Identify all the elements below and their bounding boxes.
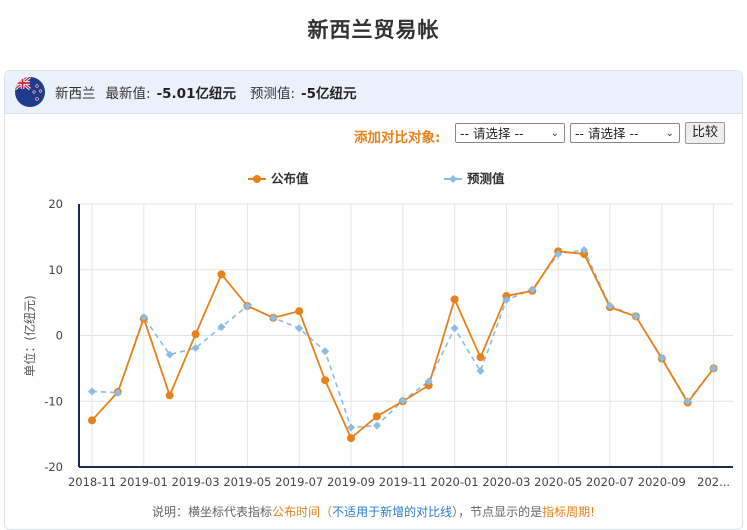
forecast-label: 预测值: — [249, 86, 296, 102]
actual-point — [450, 295, 459, 304]
compare-button[interactable]: 比较 — [685, 122, 725, 144]
footnote-period: 指标周期 — [542, 505, 591, 519]
x-tick-label: 2020-01 — [431, 475, 479, 489]
footnote-publish-time: 公布时间 — [272, 505, 321, 519]
forecast-point — [631, 312, 640, 321]
forecast-point — [450, 324, 459, 333]
forecast-point — [606, 301, 614, 310]
forecast-point — [217, 322, 226, 331]
actual-point — [372, 412, 381, 421]
actual-point — [165, 391, 174, 400]
compare-select-2-value: -- 请选择 -- — [575, 126, 639, 141]
forecast-point — [165, 350, 174, 359]
x-tick-label: 2019-11 — [379, 475, 427, 489]
forecast-point — [476, 367, 485, 376]
forecast-point — [709, 364, 718, 373]
country-name: 新西兰 — [55, 86, 96, 102]
footnote-not-applicable: 不适用于新增的对比线 — [332, 505, 453, 519]
forecast-point — [191, 343, 200, 352]
x-tick-label: 2020-03 — [482, 475, 530, 489]
card-header: 新西兰 最新值: -5.01亿纽元 预测值: -5亿纽元 — [5, 71, 742, 114]
chevron-down-icon: ⌄ — [665, 128, 674, 139]
legend-item-forecast[interactable]: 预测值 — [444, 171, 505, 186]
forecast-value: -5亿纽元 — [301, 86, 357, 102]
compare-label: 添加对比对象: — [354, 130, 441, 146]
legend[interactable]: 公布值 预测值 — [248, 171, 505, 186]
forecast-point — [295, 324, 304, 333]
actual-point — [321, 376, 330, 385]
forecast-point — [372, 421, 381, 430]
compare-toolbar: 添加对比对象: -- 请选择 -- ⌄ -- 请选择 -- ⌄ 比较 — [0, 122, 747, 146]
legend-forecast-label: 预测值 — [467, 171, 505, 186]
x-tick-label: 2020-05 — [534, 475, 582, 489]
page-title: 新西兰贸易帐 — [307, 18, 440, 42]
actual-point — [217, 270, 226, 279]
actual-point — [295, 307, 304, 316]
forecast-point — [321, 347, 330, 356]
x-tick-label: 2019-09 — [327, 475, 375, 489]
y-tick-label: 10 — [48, 263, 63, 277]
y-axis-label: 单位：(亿纽元) — [22, 295, 37, 376]
y-tick-label: 20 — [48, 197, 63, 211]
x-tick-label: 2019-03 — [172, 475, 220, 489]
axis-layer: 20 10 0 -10 -20 2018-11 2019-01 2019-03 2019-05 2… — [44, 197, 733, 489]
forecast-point — [424, 377, 433, 386]
actual-point — [88, 416, 96, 425]
forecast-point — [269, 313, 278, 322]
forecast-point — [528, 285, 537, 294]
grid-layer — [79, 203, 733, 468]
footnote-prefix: 说明：横坐标代表指标 — [152, 505, 273, 519]
actual-point — [476, 353, 485, 362]
x-tick-label: 2019-07 — [275, 475, 323, 489]
forecast-point — [88, 387, 96, 396]
forecast-point — [398, 396, 407, 405]
new-zealand-flag-icon — [15, 77, 45, 107]
chevron-down-icon: ⌄ — [550, 128, 559, 139]
footnote-paren-open: （ — [320, 505, 333, 519]
compare-select-1[interactable]: -- 请选择 -- ⌄ — [455, 123, 565, 143]
x-tick-label: 2019-01 — [120, 475, 168, 489]
x-tick-label: 2019-05 — [223, 475, 271, 489]
x-tick-label: 2020-09 — [638, 475, 686, 489]
legend-item-actual[interactable]: 公布值 — [248, 171, 309, 186]
x-tick-label: 202... — [697, 475, 730, 489]
footnote-suffix: ! — [590, 505, 595, 519]
actual-point — [191, 330, 200, 339]
y-tick-label: -10 — [44, 394, 63, 408]
forecast-point — [554, 249, 563, 258]
latest-value: -5.01亿纽元 — [156, 86, 236, 102]
forecast-point — [139, 313, 148, 322]
y-tick-label: 0 — [56, 329, 63, 343]
legend-actual-label: 公布值 — [271, 171, 309, 186]
compare-select-1-value: -- 请选择 -- — [460, 126, 524, 141]
actual-point — [347, 434, 355, 443]
forecast-point — [113, 388, 122, 397]
latest-label: 最新值: — [105, 86, 151, 102]
legend-forecast-marker — [449, 175, 457, 183]
x-tick-label: 2018-11 — [68, 475, 116, 489]
forecast-point — [683, 397, 692, 406]
forecast-point — [243, 301, 252, 310]
legend-actual-marker — [253, 175, 261, 183]
compare-select-2[interactable]: -- 请选择 -- ⌄ — [570, 123, 680, 143]
forecast-point — [502, 295, 511, 304]
forecast-point — [347, 423, 355, 432]
forecast-point — [580, 246, 589, 255]
series-layer — [88, 246, 718, 443]
indicator-card: 新西兰 最新值: -5.01亿纽元 预测值: -5亿纽元 — [4, 70, 743, 530]
forecast-point — [657, 353, 666, 362]
footnote-paren-close: ），节点显示的是 — [452, 505, 543, 519]
chart-footnote: 说明：横坐标代表指标公布时间（不适用于新增的对比线），节点显示的是指标周期! — [0, 503, 747, 520]
y-tick-label: -20 — [44, 460, 63, 474]
x-tick-label: 2020-07 — [586, 475, 634, 489]
